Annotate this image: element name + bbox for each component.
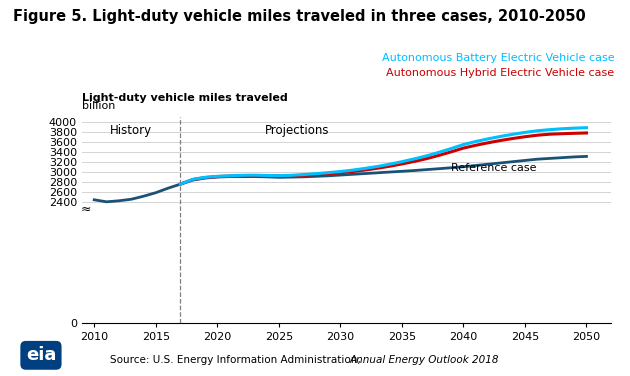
Text: Annual Energy Outlook 2018: Annual Energy Outlook 2018: [350, 355, 499, 365]
Text: billion: billion: [82, 101, 115, 111]
Text: Autonomous Battery Electric Vehicle case: Autonomous Battery Electric Vehicle case: [382, 53, 614, 63]
Text: Projections: Projections: [265, 124, 329, 137]
Text: eia: eia: [26, 346, 56, 364]
Text: Reference case: Reference case: [451, 163, 537, 173]
Text: Autonomous Hybrid Electric Vehicle case: Autonomous Hybrid Electric Vehicle case: [386, 68, 614, 78]
Text: ≈: ≈: [81, 202, 91, 215]
Text: History: History: [110, 124, 152, 137]
Text: Source: U.S. Energy Information Administration,: Source: U.S. Energy Information Administ…: [110, 355, 364, 365]
Text: Light-duty vehicle miles traveled: Light-duty vehicle miles traveled: [82, 93, 288, 103]
Text: Figure 5. Light-duty vehicle miles traveled in three cases, 2010-2050: Figure 5. Light-duty vehicle miles trave…: [13, 9, 585, 24]
